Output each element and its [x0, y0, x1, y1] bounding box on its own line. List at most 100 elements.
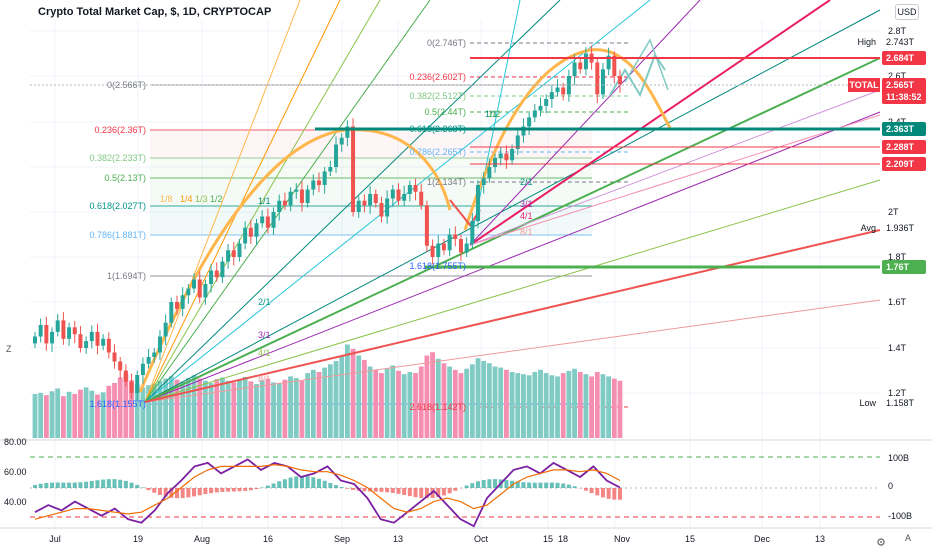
- candle-body: [294, 190, 298, 192]
- osc-histogram-bar: [379, 488, 383, 492]
- volume-bar: [265, 379, 270, 438]
- candle-body: [113, 353, 117, 362]
- osc-histogram-bar: [482, 480, 486, 488]
- auto-scale-button[interactable]: A: [905, 533, 911, 543]
- volume-bar: [436, 359, 441, 438]
- volume-bar: [572, 369, 577, 438]
- osc-histogram-bar: [39, 484, 43, 488]
- candle-body: [147, 357, 151, 364]
- fib-left-label: 0(2.566T): [107, 80, 146, 90]
- candle-body: [181, 295, 185, 309]
- candle-body: [340, 138, 344, 145]
- volume-bar: [521, 374, 526, 438]
- osc-histogram-bar: [95, 480, 99, 488]
- osc-right-label: -100B: [888, 511, 912, 521]
- gann-label: 1/2: [210, 194, 223, 204]
- osc-histogram-bar: [90, 481, 94, 488]
- gann-label: 1/3: [195, 194, 208, 204]
- osc-left-label: 80.00: [4, 437, 27, 447]
- volume-bar: [481, 361, 486, 438]
- osc-histogram-bar: [243, 488, 247, 491]
- osc-histogram-bar: [527, 482, 531, 488]
- candle-body: [544, 99, 548, 106]
- osc-histogram-bar: [311, 477, 315, 488]
- volume-bar: [402, 374, 407, 438]
- candle-body: [84, 341, 88, 348]
- volume-bar: [300, 381, 305, 438]
- candle-body: [482, 178, 486, 185]
- volume-bar: [89, 391, 94, 438]
- candle-body: [78, 334, 82, 348]
- candle-body: [453, 235, 457, 240]
- volume-bar: [294, 378, 299, 438]
- volume-bar: [141, 387, 146, 438]
- osc-histogram-bar: [198, 488, 202, 495]
- candle-body: [107, 339, 111, 353]
- osc-histogram-bar: [192, 488, 196, 496]
- candle-body: [209, 271, 213, 285]
- time-axis-label: 15: [543, 534, 553, 544]
- volume-bar: [601, 374, 606, 438]
- volume-bar: [203, 381, 208, 438]
- osc-histogram-bar: [33, 485, 37, 488]
- osc-histogram-bar: [56, 483, 60, 488]
- candle-body: [442, 244, 446, 251]
- candle-body: [533, 111, 537, 118]
- osc-histogram-bar: [203, 488, 207, 494]
- price-axis-label: 1.6T: [888, 297, 907, 307]
- gann-label: 8/1: [258, 374, 271, 384]
- volume-bar: [424, 356, 429, 439]
- fib-right-label: 1(2.134T): [427, 177, 466, 187]
- volume-bar: [555, 376, 560, 438]
- volume-bar: [78, 390, 83, 438]
- volume-bar: [595, 372, 600, 438]
- osc-histogram-bar: [289, 478, 293, 488]
- candle-body: [198, 280, 202, 298]
- gann-label: 1/1: [258, 196, 271, 206]
- osc-histogram-bar: [220, 488, 224, 492]
- volume-bar: [220, 378, 225, 439]
- time-axis-label: 13: [815, 534, 825, 544]
- osc-histogram-bar: [61, 483, 65, 488]
- osc-right-label: 100B: [888, 453, 909, 463]
- osc-histogram-bar: [521, 482, 525, 488]
- time-axis-label: 19: [133, 534, 143, 544]
- volume-bar: [396, 371, 401, 438]
- volume-bar: [584, 374, 589, 438]
- volume-bar: [476, 358, 481, 438]
- candle-body: [243, 228, 247, 244]
- osc-histogram-bar: [345, 488, 349, 489]
- osc-histogram-bar: [277, 481, 281, 488]
- volume-bar: [368, 367, 373, 439]
- settings-gear-icon[interactable]: [876, 534, 886, 544]
- candle-body: [556, 88, 560, 93]
- candle-body: [510, 149, 514, 160]
- price-tag-value: 2.565T: [886, 80, 915, 90]
- price-tag-countdown: 11:38:52: [886, 92, 922, 102]
- candle-body: [311, 181, 315, 190]
- candle-body: [618, 76, 622, 84]
- candle-body: [44, 325, 48, 343]
- candle-body: [504, 154, 508, 161]
- time-axis-label: Sep: [334, 534, 350, 544]
- time-axis-label: Dec: [754, 534, 771, 544]
- volume-bar: [430, 352, 435, 438]
- osc-histogram-bar: [78, 482, 82, 488]
- volume-bar: [566, 371, 571, 438]
- currency-button[interactable]: USD: [895, 4, 919, 20]
- osc-histogram-bar: [340, 487, 344, 488]
- time-axis-label: 15: [685, 534, 695, 544]
- osc-histogram-bar: [118, 480, 122, 488]
- candle-body: [550, 92, 554, 99]
- osc-histogram-bar: [294, 476, 298, 488]
- candle-body: [220, 262, 224, 278]
- volume-bar: [226, 381, 231, 438]
- price-axis-label: 1.4T: [888, 343, 907, 353]
- price-axis-label: 2.8T: [888, 26, 907, 36]
- candle-body: [272, 212, 276, 228]
- gann-label: 4/1: [258, 348, 271, 358]
- osc-histogram-bar: [147, 488, 151, 490]
- candle-body: [493, 158, 497, 167]
